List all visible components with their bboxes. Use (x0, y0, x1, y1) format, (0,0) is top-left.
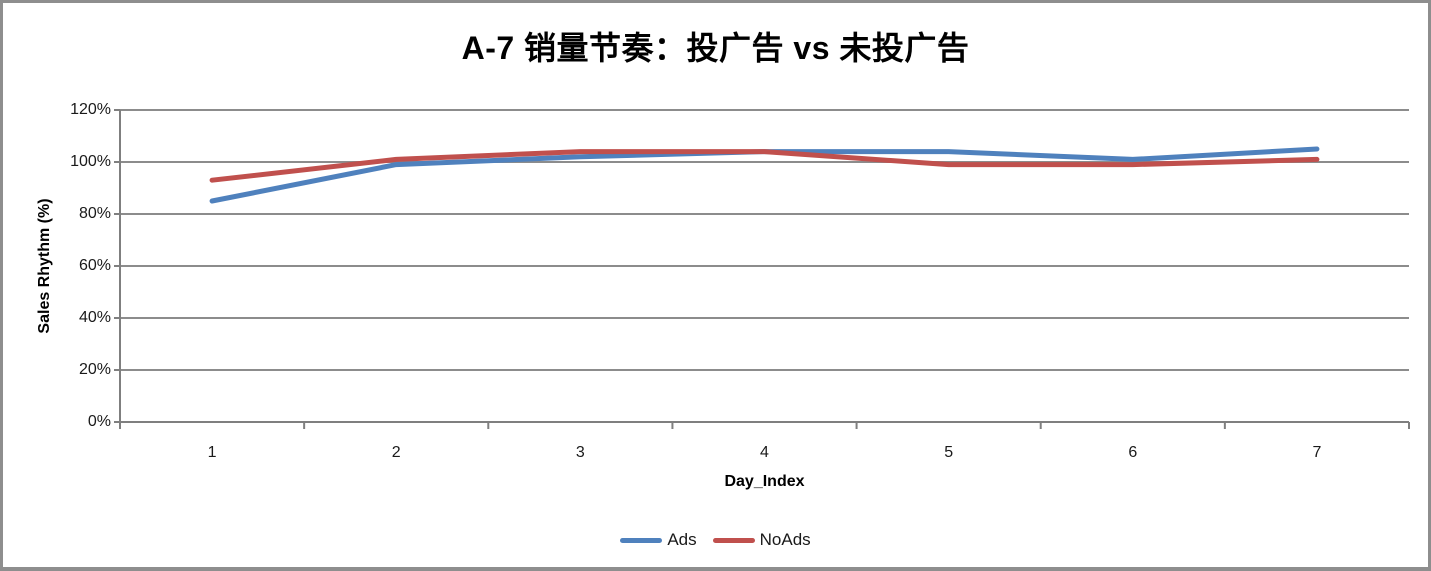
plot-area (114, 109, 1410, 429)
legend: Ads NoAds (3, 530, 1428, 550)
legend-item-ads: Ads (620, 530, 697, 550)
legend-item-noads: NoAds (712, 530, 811, 550)
y-tick-label: 80% (78, 205, 111, 222)
series-line-ads (209, 146, 1320, 204)
x-tick-label: 3 (575, 444, 585, 461)
y-tick-label: 100% (70, 153, 111, 170)
y-tick-label: 20% (78, 361, 111, 378)
y-tick-label: 120% (70, 101, 111, 118)
legend-swatch-noads-icon (712, 537, 755, 543)
legend-label-noads: NoAds (759, 530, 811, 549)
chart-title: A-7 销量节奏：投广告 vs 未投广告 (461, 30, 970, 66)
legend-label-ads: Ads (667, 530, 697, 549)
series-line-noads (209, 149, 1320, 183)
y-tick-label: 0% (87, 413, 111, 430)
legend-swatch-ads-icon (620, 537, 663, 543)
x-tick-label: 4 (760, 444, 769, 461)
y-tick-label: 40% (78, 309, 111, 326)
y-tick-label: 60% (78, 257, 111, 274)
x-tick-label: 5 (944, 444, 954, 461)
x-tick-label: 1 (207, 444, 217, 461)
x-axis-title: Day_Index (724, 473, 805, 490)
x-tick-label: 7 (1312, 444, 1322, 461)
x-tick-label: 6 (1128, 444, 1138, 461)
x-tick-label: 2 (391, 444, 401, 461)
